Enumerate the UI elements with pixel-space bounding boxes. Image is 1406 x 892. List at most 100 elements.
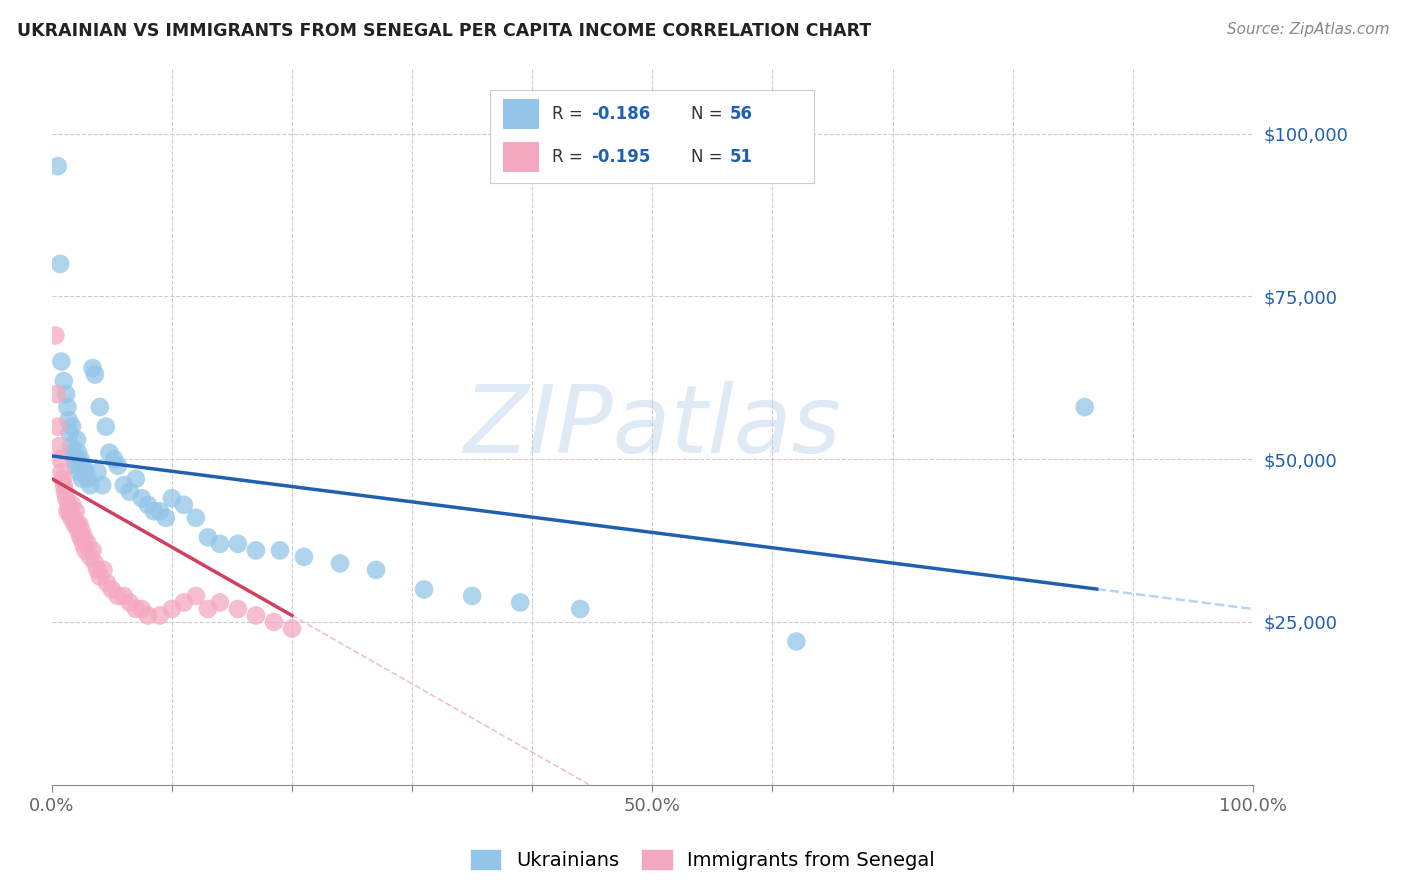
- Text: Source: ZipAtlas.com: Source: ZipAtlas.com: [1226, 22, 1389, 37]
- Point: [136, 498, 159, 512]
- Point: [125, 602, 148, 616]
- Point: [98, 445, 121, 459]
- Point: [149, 504, 172, 518]
- Point: [509, 595, 531, 609]
- Point: [329, 557, 352, 571]
- Point: [46, 419, 69, 434]
- Point: [66, 433, 89, 447]
- Point: [413, 582, 436, 597]
- Point: [91, 478, 114, 492]
- Point: [70, 472, 93, 486]
- Point: [107, 458, 129, 473]
- Point: [364, 563, 387, 577]
- Point: [58, 498, 80, 512]
- Point: [94, 419, 117, 434]
- Point: [59, 439, 82, 453]
- Point: [269, 543, 291, 558]
- Point: [184, 589, 207, 603]
- Point: [59, 504, 82, 518]
- Point: [107, 589, 129, 603]
- Point: [160, 491, 183, 506]
- Point: [93, 563, 115, 577]
- Point: [131, 602, 153, 616]
- Point: [55, 491, 77, 506]
- Point: [89, 400, 111, 414]
- Point: [226, 537, 249, 551]
- Point: [173, 498, 195, 512]
- Point: [62, 445, 84, 459]
- Point: [149, 608, 172, 623]
- Point: [60, 498, 83, 512]
- Legend: Ukrainians, Immigrants from Senegal: Ukrainians, Immigrants from Senegal: [464, 842, 942, 878]
- Point: [48, 439, 70, 453]
- Point: [131, 491, 153, 506]
- Point: [125, 472, 148, 486]
- Point: [245, 608, 267, 623]
- Point: [197, 602, 219, 616]
- Point: [118, 484, 141, 499]
- Point: [51, 472, 73, 486]
- Point: [245, 543, 267, 558]
- Point: [84, 368, 107, 382]
- Point: [69, 530, 91, 544]
- Point: [51, 465, 73, 479]
- Point: [86, 465, 108, 479]
- Point: [84, 557, 107, 571]
- Point: [208, 537, 231, 551]
- Point: [65, 458, 87, 473]
- Point: [82, 361, 104, 376]
- Point: [160, 602, 183, 616]
- Point: [112, 478, 135, 492]
- Point: [142, 504, 165, 518]
- Point: [51, 354, 73, 368]
- Point: [46, 159, 69, 173]
- Point: [62, 510, 84, 524]
- Point: [263, 615, 285, 629]
- Point: [44, 328, 66, 343]
- Point: [56, 400, 79, 414]
- Text: UKRAINIAN VS IMMIGRANTS FROM SENEGAL PER CAPITA INCOME CORRELATION CHART: UKRAINIAN VS IMMIGRANTS FROM SENEGAL PER…: [17, 22, 872, 40]
- Point: [55, 387, 77, 401]
- Point: [56, 504, 79, 518]
- Point: [197, 530, 219, 544]
- Point: [52, 374, 75, 388]
- Point: [89, 569, 111, 583]
- Point: [461, 589, 484, 603]
- Point: [58, 413, 80, 427]
- Point: [155, 510, 177, 524]
- Point: [45, 387, 67, 401]
- Y-axis label: Per Capita Income: Per Capita Income: [0, 344, 8, 509]
- Point: [136, 608, 159, 623]
- Point: [76, 472, 98, 486]
- Point: [53, 484, 76, 499]
- Point: [59, 510, 82, 524]
- Point: [69, 452, 91, 467]
- Point: [65, 504, 87, 518]
- Point: [49, 452, 72, 467]
- Point: [72, 537, 94, 551]
- Point: [101, 582, 124, 597]
- Point: [73, 530, 96, 544]
- Point: [112, 589, 135, 603]
- Point: [96, 575, 118, 590]
- Point: [63, 517, 86, 532]
- Point: [59, 426, 82, 441]
- Point: [184, 510, 207, 524]
- Point: [67, 465, 90, 479]
- Point: [79, 478, 101, 492]
- Point: [173, 595, 195, 609]
- Point: [281, 622, 304, 636]
- Point: [1073, 400, 1095, 414]
- Point: [569, 602, 592, 616]
- Point: [76, 537, 98, 551]
- Point: [67, 517, 90, 532]
- Point: [103, 452, 125, 467]
- Point: [66, 517, 89, 532]
- Point: [226, 602, 249, 616]
- Point: [82, 543, 104, 558]
- Point: [118, 595, 141, 609]
- Point: [67, 445, 90, 459]
- Point: [67, 524, 90, 538]
- Text: ZIPatlas: ZIPatlas: [464, 381, 841, 472]
- Point: [72, 458, 94, 473]
